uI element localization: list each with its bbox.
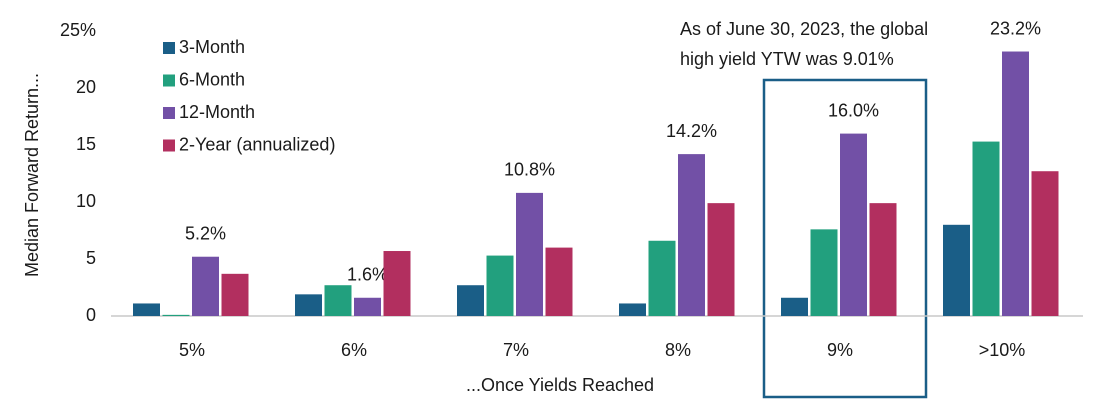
y-tick-label: 10 (76, 191, 96, 211)
value-label: 10.8% (504, 160, 555, 180)
annotation: As of June 30, 2023, the global (680, 19, 928, 39)
x-tick-label: 9% (827, 340, 853, 360)
bar (383, 251, 411, 316)
bar (869, 203, 897, 316)
legend-label: 6-Month (179, 69, 245, 89)
x-tick-label: 5% (179, 340, 205, 360)
bar (192, 256, 219, 316)
legend-label: 12-Month (179, 102, 255, 122)
value-label: 14.2% (666, 121, 717, 141)
legend-swatch (163, 139, 175, 152)
legend-label: 3-Month (179, 37, 245, 57)
bar (840, 133, 867, 316)
bar (943, 224, 970, 316)
x-axis-label: ...Once Yields Reached (466, 375, 654, 395)
bar (619, 303, 646, 316)
bar (295, 294, 322, 316)
highlight-box (762, 78, 928, 399)
value-label: 5.2% (185, 223, 226, 243)
bar (1002, 51, 1029, 317)
legend-swatch (163, 107, 175, 119)
y-tick-label: 5 (86, 248, 96, 268)
bar (133, 303, 160, 316)
bar (354, 297, 381, 316)
legend-swatch (163, 74, 175, 87)
value-label: 23.2% (990, 18, 1041, 38)
bar (221, 273, 249, 316)
x-tick-label: 7% (503, 340, 529, 360)
value-label: 16.0% (828, 100, 879, 120)
x-tick-label: >10% (979, 340, 1026, 360)
y-tick-label: 20 (76, 77, 96, 97)
bar (648, 240, 676, 316)
bar (810, 229, 838, 316)
bar (324, 285, 352, 316)
bar (545, 247, 573, 316)
bar (707, 203, 735, 316)
y-tick-label: 25% (60, 20, 96, 40)
y-axis-label: Median Forward Return... (22, 73, 42, 277)
legend-swatch (163, 42, 175, 54)
y-tick-label: 0 (86, 305, 96, 325)
bar (162, 314, 190, 316)
legend-label: 2-Year (annualized) (179, 134, 335, 154)
y-tick-label: 15 (76, 134, 96, 154)
bar (678, 154, 705, 316)
annotation: high yield YTW was 9.01% (680, 49, 894, 69)
bar (1031, 171, 1059, 316)
bar (457, 285, 484, 316)
x-tick-label: 8% (665, 340, 691, 360)
bar (516, 192, 543, 316)
value-label: 1.6% (347, 265, 388, 285)
bar (781, 297, 808, 316)
bar (486, 255, 514, 316)
bar (972, 141, 1000, 316)
x-tick-label: 6% (341, 340, 367, 360)
